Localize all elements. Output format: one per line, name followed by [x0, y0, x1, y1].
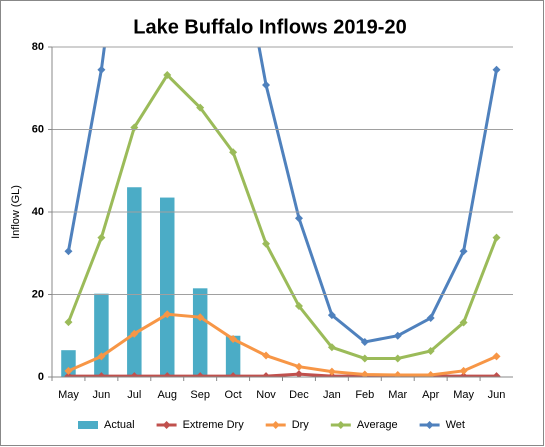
marker: [163, 71, 172, 80]
y-tick-label: 20: [32, 288, 44, 300]
marker: [492, 352, 501, 361]
marker: [459, 366, 468, 375]
marker: [97, 352, 106, 361]
marker: [393, 331, 402, 340]
y-tick-label: 80: [32, 41, 44, 53]
marker: [64, 366, 73, 375]
marker: [97, 372, 106, 377]
bar: [160, 197, 175, 377]
marker: [360, 370, 369, 377]
marker: [163, 310, 172, 319]
marker: [426, 314, 435, 323]
marker: [426, 370, 435, 377]
legend-marker: [271, 421, 280, 429]
x-tick-label: Feb: [355, 389, 374, 401]
marker: [64, 318, 73, 327]
marker: [262, 351, 271, 360]
line: [67, 312, 498, 377]
legend-label: Actual: [104, 419, 135, 431]
marker: [196, 313, 205, 322]
marker: [262, 372, 271, 377]
marker: [294, 214, 303, 223]
bar: [127, 187, 142, 377]
x-tick-label: Jun: [488, 389, 506, 401]
line: [67, 72, 498, 360]
x-tick-label: Jul: [127, 389, 141, 401]
x-tick-label: May: [58, 389, 79, 401]
x-tick-label: Jun: [93, 389, 111, 401]
x-tick-label: Mar: [388, 389, 407, 401]
marker: [360, 337, 369, 346]
legend-marker: [336, 421, 345, 429]
marker: [196, 372, 205, 377]
marker: [229, 148, 238, 157]
marker: [262, 239, 271, 248]
y-axis-label: Inflow (GL): [10, 185, 22, 239]
legend-label: Wet: [446, 419, 465, 431]
line: [66, 47, 499, 344]
marker: [294, 302, 303, 311]
bar: [225, 335, 241, 377]
x-tick-label: Nov: [256, 389, 276, 401]
marker: [327, 367, 336, 376]
marker: [262, 80, 271, 89]
marker: [64, 247, 73, 256]
marker: [130, 329, 139, 338]
x-tick-label: Dec: [289, 389, 309, 401]
legend-swatch: [78, 421, 98, 429]
marker: [97, 233, 106, 242]
x-tick-label: Sep: [190, 389, 210, 401]
marker: [196, 103, 205, 112]
marker: [229, 335, 238, 344]
legend-label: Dry: [292, 419, 310, 431]
x-tick-label: Aug: [157, 389, 177, 401]
marker: [130, 372, 139, 377]
marker: [393, 354, 402, 363]
legend-marker: [162, 421, 171, 429]
y-tick-label: 60: [32, 123, 44, 135]
marker: [163, 372, 172, 377]
x-tick-label: Jan: [323, 389, 341, 401]
marker: [393, 370, 402, 377]
legend-label: Extreme Dry: [183, 419, 245, 431]
legend-label: Average: [357, 419, 398, 431]
marker: [360, 354, 369, 363]
y-tick-label: 40: [32, 206, 44, 218]
marker: [492, 372, 501, 377]
y-tick-label: 0: [38, 371, 44, 383]
marker: [492, 233, 501, 242]
marker: [229, 372, 238, 377]
marker: [294, 370, 303, 377]
marker: [492, 65, 501, 74]
bar: [192, 288, 208, 377]
marker: [459, 318, 468, 327]
marker: [459, 247, 468, 256]
marker: [97, 65, 106, 74]
legend-marker: [425, 421, 434, 429]
chart-title: Lake Buffalo Inflows 2019-20: [133, 16, 406, 38]
bar: [94, 293, 109, 377]
marker: [426, 347, 435, 356]
plot-area: [61, 47, 501, 377]
marker: [294, 362, 303, 371]
marker: [327, 311, 336, 320]
x-tick-label: May: [453, 389, 474, 401]
x-tick-label: Oct: [225, 389, 242, 401]
marker: [327, 343, 336, 352]
x-tick-label: Apr: [422, 389, 439, 401]
